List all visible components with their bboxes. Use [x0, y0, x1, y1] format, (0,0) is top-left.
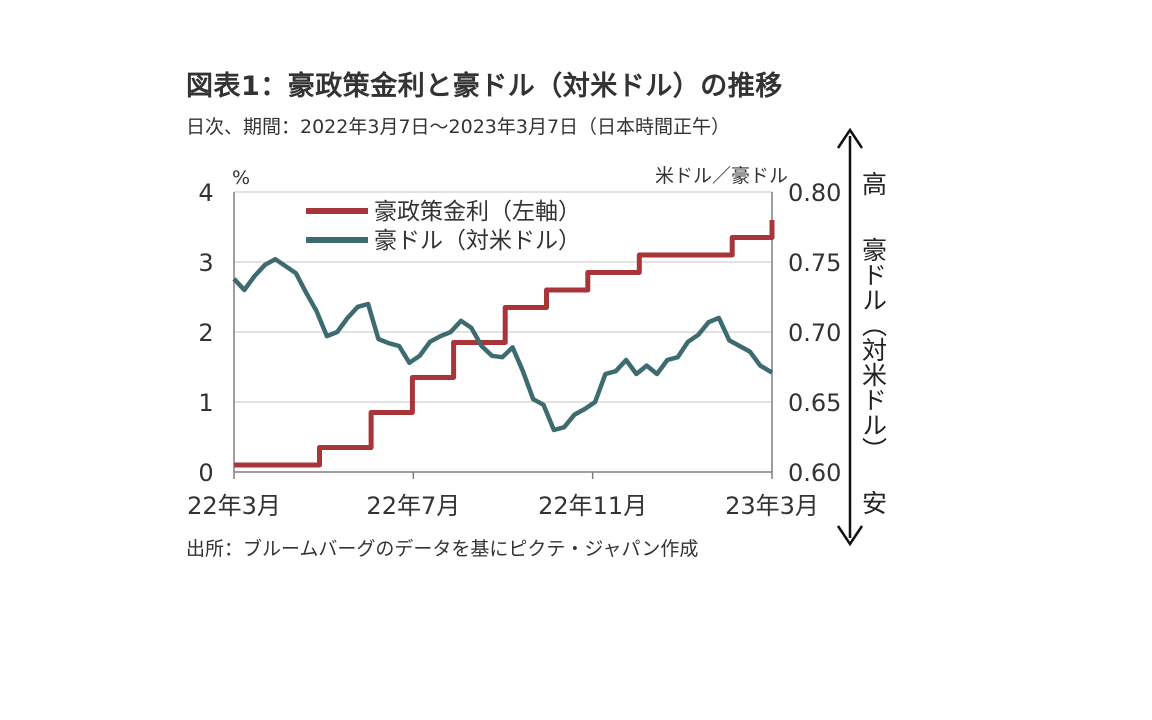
left-axis-unit: %: [232, 167, 250, 189]
right-axis-unit: 米ドル／豪ドル: [655, 165, 788, 187]
y-left-tick-label: 4: [198, 179, 213, 207]
y-right-tick-label: 0.70: [788, 319, 841, 347]
y-right-tick-label: 0.60: [788, 459, 841, 487]
direction-series-label: 豪ドル（対米ドル）: [859, 237, 888, 462]
chart-title: 図表1：豪政策金利と豪ドル（対米ドル）の推移: [186, 71, 783, 102]
x-tick-label: 23年3月: [725, 492, 819, 520]
y-left-tick-label: 3: [198, 249, 213, 277]
x-tick-label: 22年3月: [187, 492, 281, 520]
tick-labels: 0 1 2 3 4 0.60 0.65 0.70 0.75 0.80 22年3月 22年7月 22年11…: [187, 179, 841, 520]
series-line-aud-usd: [232, 256, 774, 433]
x-tick-label: 22年11月: [538, 492, 647, 520]
direction-low-label: 安: [862, 489, 887, 518]
y-left-tick-label: 1: [198, 389, 213, 417]
y-right-tick-label: 0.80: [788, 179, 841, 207]
y-left-tick-label: 2: [198, 319, 213, 347]
y-right-tick-label: 0.65: [788, 389, 841, 417]
arrow-up-icon: [836, 127, 864, 149]
arrow-down-icon: [836, 525, 864, 547]
y-right-tick-label: 0.75: [788, 249, 841, 277]
y-left-tick-label: 0: [198, 459, 213, 487]
x-tick-label: 22年7月: [366, 492, 460, 520]
legend-label-aud: 豪ドル（対米ドル）: [374, 228, 581, 254]
chart-subtitle: 日次、期間：2022年3月7日～2023年3月7日（日本時間正午）: [186, 116, 731, 138]
direction-annotation: 高 豪ドル（対米ドル） 安: [836, 127, 888, 547]
series-layer: [232, 220, 775, 468]
legend-label-rate: 豪政策金利（左軸）: [374, 199, 581, 225]
series-line-policy-rate: [234, 220, 775, 468]
legend: 豪政策金利（左軸） 豪ドル（対米ドル）: [306, 199, 581, 254]
source-note: 出所：ブルームバーグのデータを基にピクテ・ジャパン作成: [186, 538, 699, 560]
direction-high-label: 高: [862, 170, 887, 199]
